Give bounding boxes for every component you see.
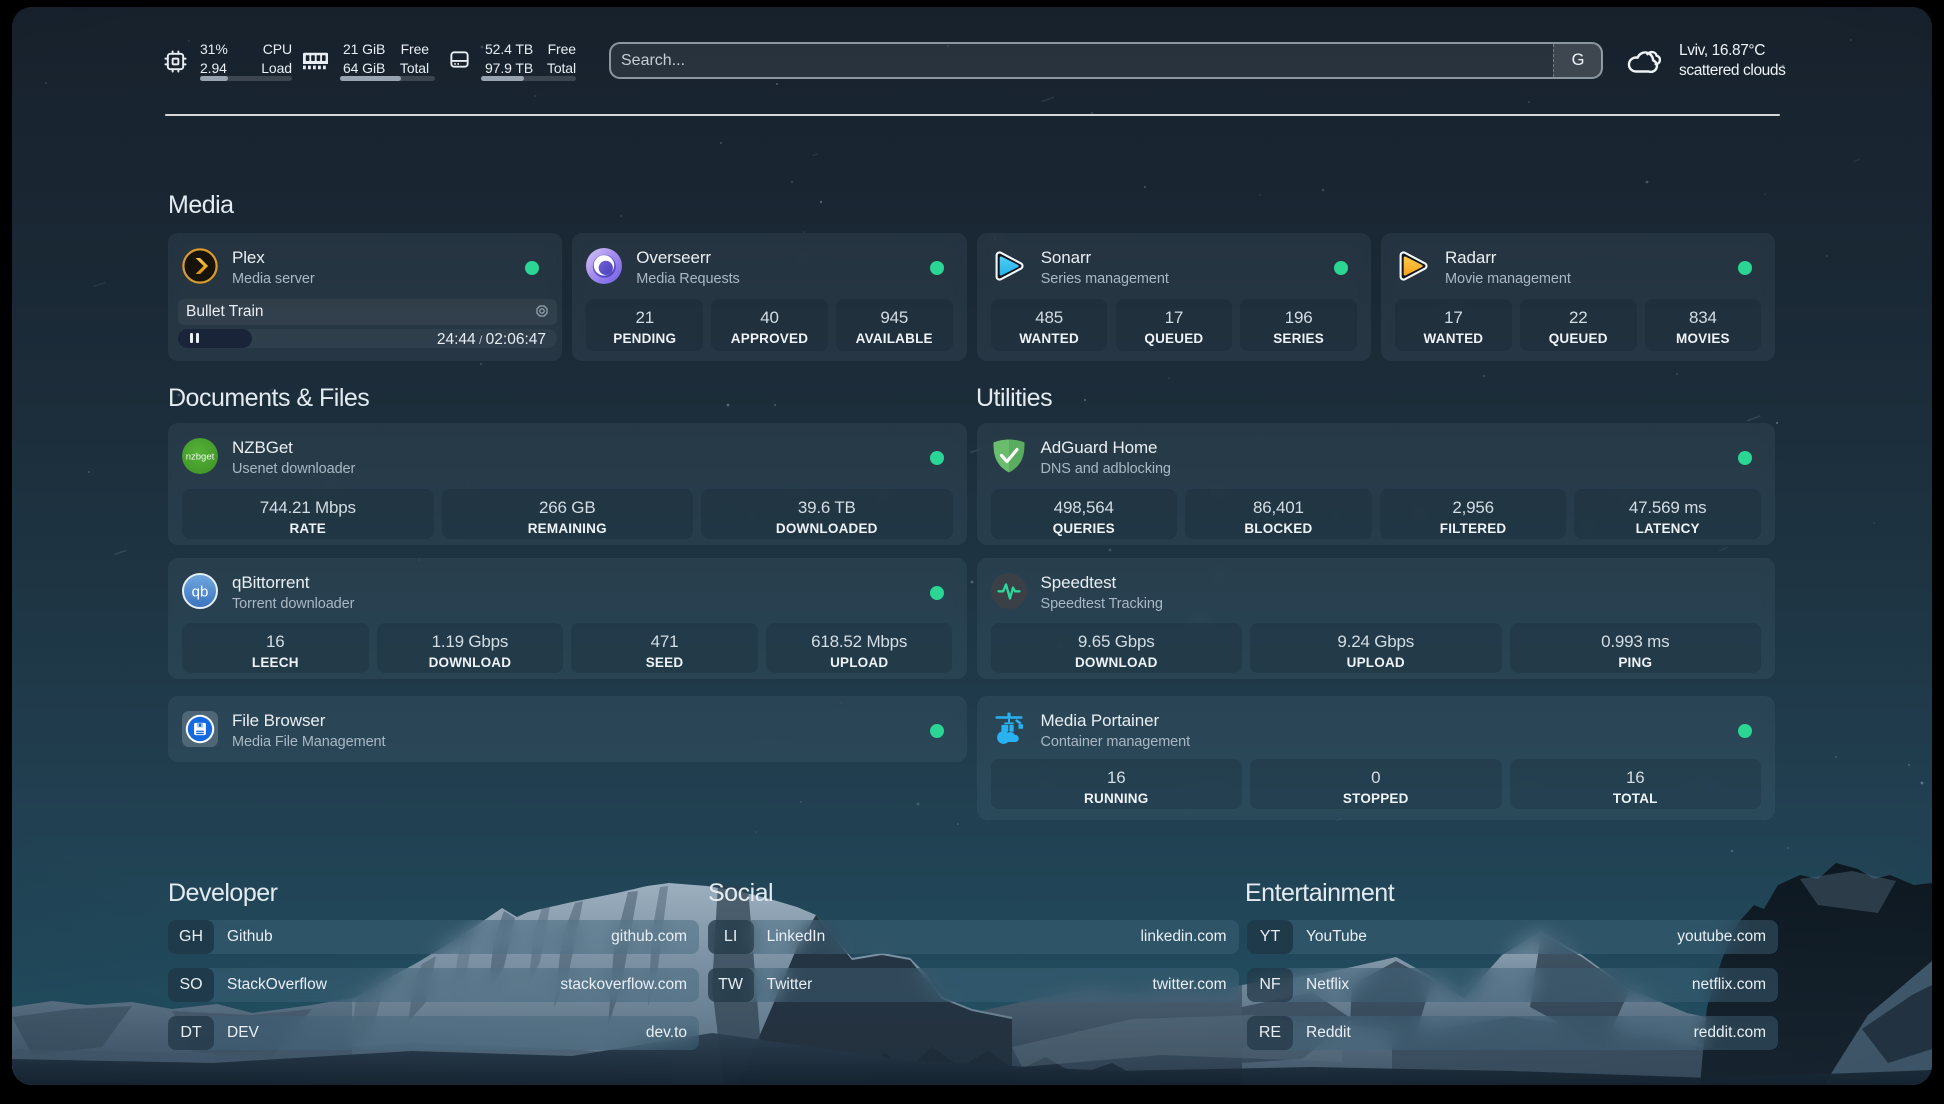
svg-text:nzbget: nzbget bbox=[186, 452, 215, 463]
svg-text:qb: qb bbox=[192, 584, 209, 601]
